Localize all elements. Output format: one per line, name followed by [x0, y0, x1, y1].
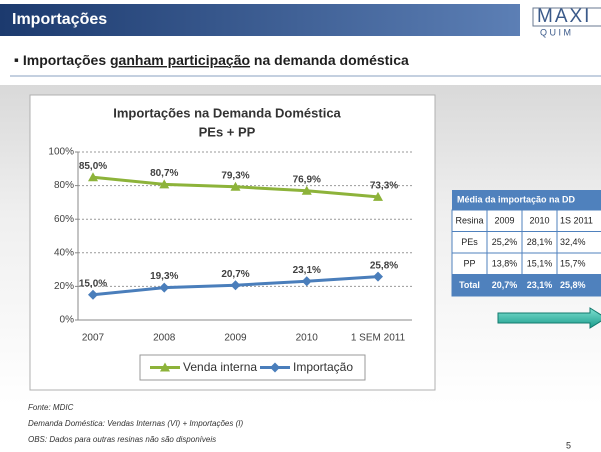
legend-marker: [160, 362, 170, 372]
table-cell: 25,2%: [492, 237, 518, 247]
y-tick-label: 0%: [60, 315, 75, 326]
table-title: Média da importação na DD: [457, 194, 576, 204]
data-point: [88, 172, 98, 182]
y-tick-label: 20%: [54, 281, 74, 292]
bullet-underlined: ganham participação: [110, 52, 250, 68]
chart-title: Importações na Demanda Doméstica: [113, 105, 341, 120]
header-bar: [0, 4, 520, 36]
table-cell: 2010: [529, 215, 549, 225]
table-total-bg: [451, 274, 601, 297]
bullet-text: na demanda doméstica: [250, 52, 409, 68]
data-point: [88, 289, 98, 300]
table-cell: 2009: [494, 215, 514, 225]
data-label: 15,0%: [79, 278, 107, 289]
data-point: [230, 280, 241, 291]
y-tick-label: 60%: [54, 214, 74, 225]
y-tick-label: 40%: [54, 247, 74, 258]
footer-note: Fonte: MDIC: [28, 403, 74, 412]
table-cell: 15,1%: [527, 258, 553, 268]
data-label: 80,7%: [150, 168, 178, 179]
legend-label: Venda interna: [183, 360, 257, 374]
data-point: [373, 271, 383, 282]
table-cell: 25,8%: [560, 280, 586, 290]
data-label: 76,9%: [293, 174, 321, 185]
x-tick-label: 1 SEM 2011: [351, 333, 406, 344]
data-label: 73,3%: [370, 180, 398, 191]
table-cell: 15,7%: [560, 258, 586, 268]
header-title: Importações: [12, 11, 107, 28]
table-cell: 13,8%: [492, 258, 518, 268]
y-tick-label: 80%: [54, 180, 74, 191]
data-point: [301, 276, 312, 287]
table-cell: Resina: [455, 215, 483, 225]
logo-top: MAXI: [537, 6, 591, 27]
logo-bottom: Q U I M: [540, 27, 571, 37]
table-cell: 20,7%: [492, 280, 518, 290]
data-point: [230, 181, 241, 191]
table-header-bg: [452, 190, 601, 210]
data-label: 19,3%: [150, 271, 178, 282]
x-tick-label: 2007: [82, 333, 105, 344]
logo-box: [532, 7, 601, 27]
legend-marker: [270, 362, 280, 373]
data-label: 85,0%: [79, 161, 107, 172]
table-cell: 28,1%: [527, 237, 553, 247]
page-number: 5: [566, 440, 571, 450]
data-point: [159, 282, 170, 293]
table-cell: 1S 2011: [560, 215, 593, 225]
bullet: ▪ Importações ganham participação na dem…: [14, 52, 409, 68]
table-cell: 32,4%: [560, 237, 586, 247]
table: Média da importação na DD Resina 2009 2010 1…: [451, 190, 601, 297]
data-label: 79,3%: [221, 170, 249, 181]
data-point: [159, 179, 170, 189]
table-cell: PEs: [461, 237, 478, 247]
data-label: 25,8%: [370, 260, 398, 271]
x-tick-label: 2010: [296, 333, 319, 344]
data-point: [373, 191, 383, 201]
chart-frame: [29, 94, 436, 391]
table-cell: Total: [459, 280, 480, 290]
data-label: 20,7%: [221, 269, 249, 280]
data-label: 23,1%: [293, 265, 321, 276]
y-tick-label: 100%: [48, 147, 74, 158]
legend-label: Importação: [293, 360, 353, 374]
x-tick-label: 2009: [224, 333, 247, 344]
x-tick-label: 2008: [153, 333, 176, 344]
bullet-text: Importações: [23, 52, 110, 68]
arrow: [497, 307, 601, 329]
table-cell: 23,1%: [527, 280, 553, 290]
chart-subtitle: PEs + PP: [199, 124, 256, 139]
table-cell: PP: [463, 258, 475, 268]
footer-note: OBS: Dados para outras resinas não são d…: [28, 435, 216, 444]
footer-note: Demanda Doméstica: Vendas Internas (VI) …: [28, 419, 243, 428]
data-point: [301, 185, 312, 195]
